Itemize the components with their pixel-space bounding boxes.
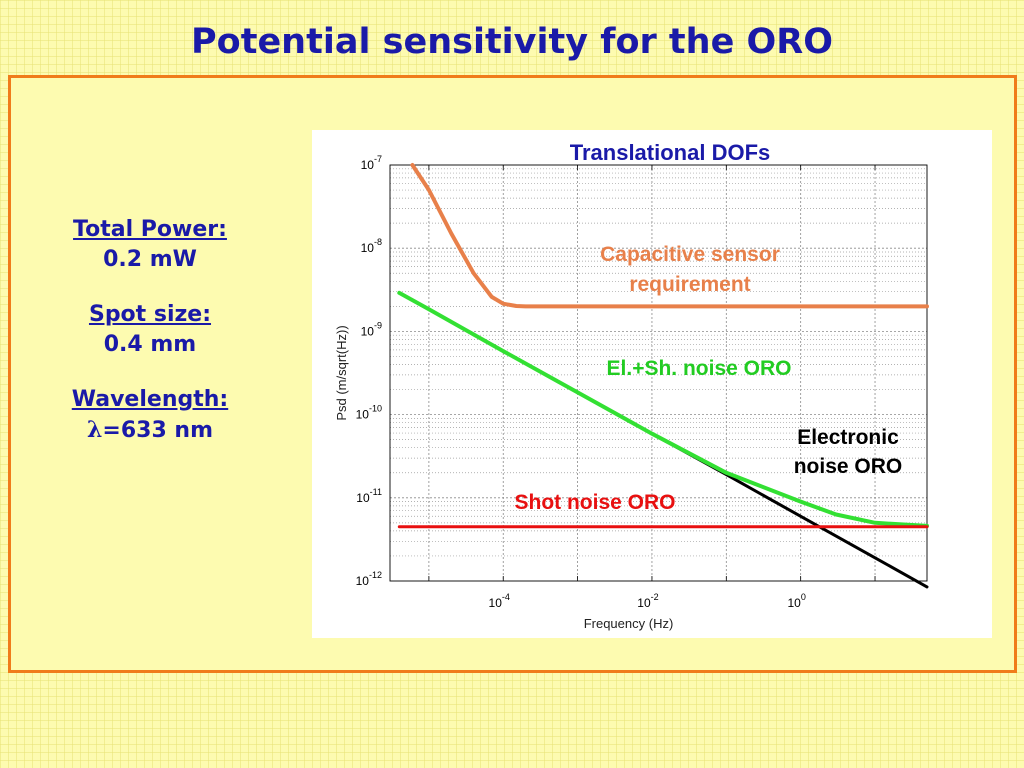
slide-title: Potential sensitivity for the ORO [191,22,833,62]
wavelength-value: λ=633 nm [30,415,270,446]
chart-svg: 10-7 10-8 10-9 10-10 10-11 10-12 10-4 10-2 100 Fr… [334,140,929,631]
y-tick-label: 10-10 [356,404,382,422]
x-tick-label: 10-4 [489,592,510,610]
parameters-panel: Total Power: 0.2 mW Spot size: 0.4 mm Wa… [30,215,270,471]
annotation-el-sh: El.+Sh. noise ORO [607,357,792,380]
x-tick-label: 100 [787,592,805,610]
y-tick-label: 10-12 [356,570,382,588]
y-tick-label: 10-8 [361,237,382,255]
wavelength-number: =633 nm [102,418,214,443]
series-line-el_sh [397,290,929,528]
x-tick-label: 10-2 [637,592,658,610]
axes-frame [389,164,928,582]
annotation-capacitive: requirement [629,273,750,296]
plot-area [390,165,927,581]
annotation-electronic: Electronic [797,426,899,449]
series-line-capacitive [410,163,929,309]
y-tick-label: 10-7 [361,154,382,172]
chart-title: Translational DOFs [570,140,771,165]
y-tick-label: 10-11 [356,487,382,505]
x-axis-label: Frequency (Hz) [584,616,674,631]
spot-size-label: Spot size: [88,302,212,327]
annotation-capacitive: Capacitive sensor [600,243,780,266]
annotation-shot: Shot noise ORO [514,491,675,514]
y-tick-label: 10-9 [361,320,382,338]
total-power-value: 0.2 mW [103,247,197,272]
spot-size-value: 0.4 mm [103,332,197,357]
y-axis-label: Psd (m/sqrt(Hz)) [334,325,349,420]
lambda-symbol: λ [86,417,103,443]
total-power-label: Total Power: [73,217,227,242]
chart-panel: 10-7 10-8 10-9 10-10 10-11 10-12 10-4 10-2 100 Fr… [312,130,992,638]
wavelength-label: Wavelength: [71,387,229,412]
annotation-electronic: noise ORO [794,455,903,478]
